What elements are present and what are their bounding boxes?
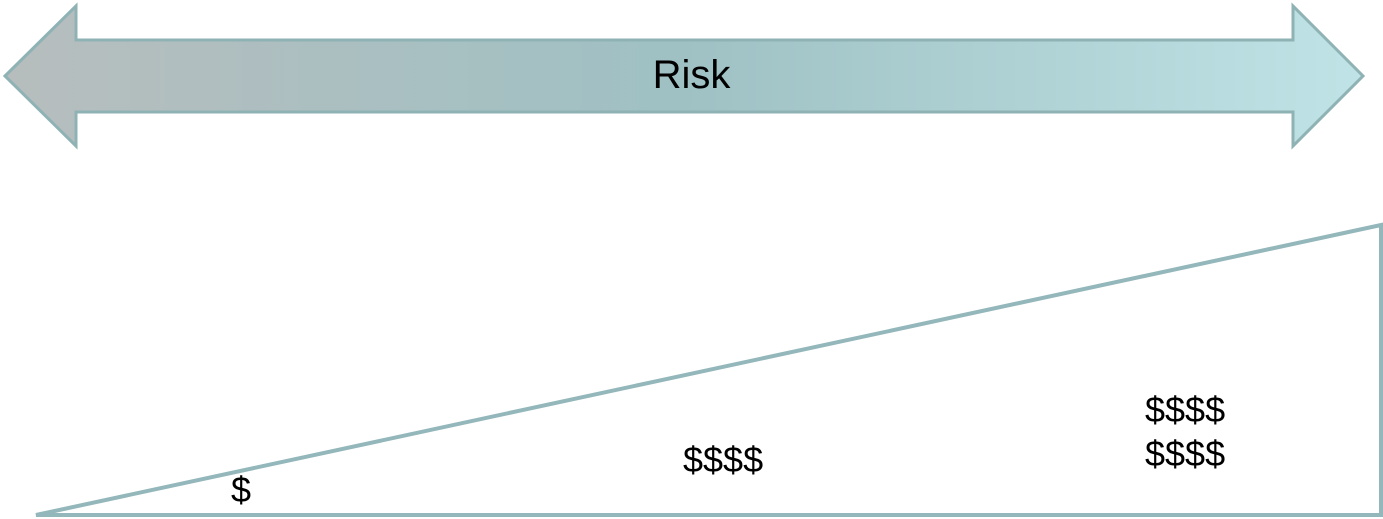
low-cost-label: $	[231, 469, 252, 510]
high-cost-label-line: $$$$	[1145, 433, 1226, 474]
risk-label: Risk	[652, 53, 731, 97]
mid-cost-label: $$$$	[683, 439, 764, 480]
high-cost-label-line: $$$$	[1145, 389, 1226, 430]
high-cost-label-group: $$$$ $$$$	[1145, 392, 1225, 472]
risk-double-arrow	[2, 2, 1366, 150]
cost-wedge-triangle	[35, 222, 1383, 517]
